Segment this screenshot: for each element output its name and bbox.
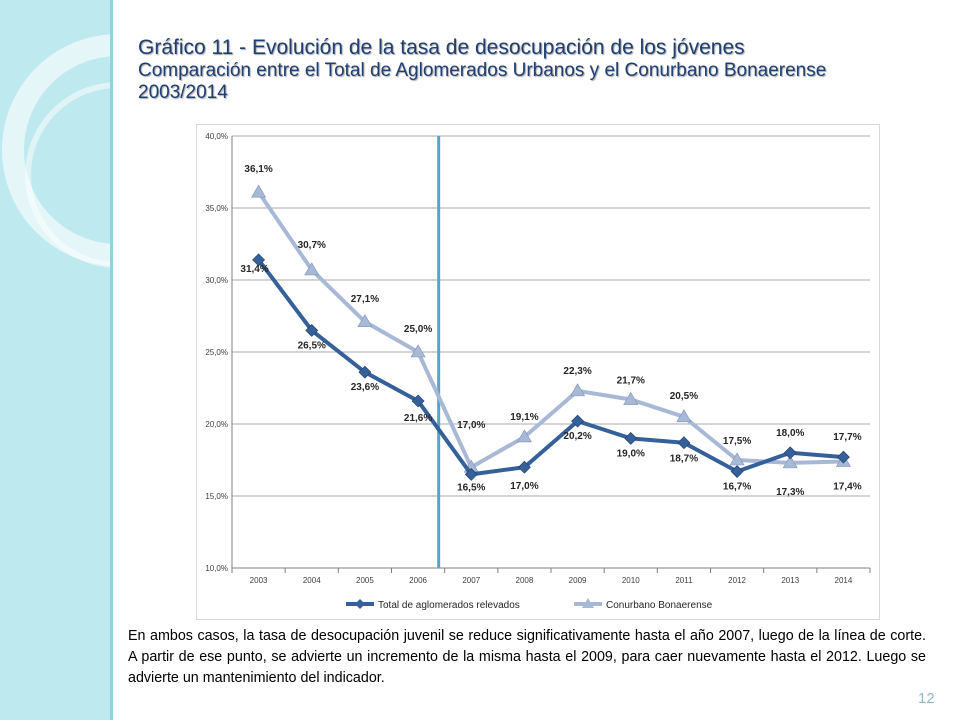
y-tick-label: 15,0% bbox=[205, 492, 228, 501]
data-label: 23,6% bbox=[351, 382, 379, 393]
data-label: 31,4% bbox=[240, 264, 268, 275]
data-label: 21,7% bbox=[617, 376, 645, 387]
decorative-side-band bbox=[0, 0, 234, 720]
data-label: 21,6% bbox=[404, 413, 432, 424]
data-label: 16,7% bbox=[723, 482, 751, 493]
data-point-total bbox=[358, 365, 372, 379]
data-point-conurbano bbox=[304, 262, 320, 276]
data-label: 17,5% bbox=[723, 436, 751, 447]
data-label: 20,2% bbox=[563, 431, 591, 442]
legend-marker-conurbano bbox=[582, 598, 594, 608]
data-point-total bbox=[252, 253, 266, 267]
data-point-conurbano bbox=[251, 184, 267, 198]
x-tick-label: 2005 bbox=[356, 576, 374, 585]
x-tick-label: 2004 bbox=[303, 576, 321, 585]
data-label: 19,1% bbox=[510, 412, 538, 423]
data-point-total bbox=[783, 446, 797, 460]
data-point-conurbano bbox=[676, 409, 692, 423]
data-point-total bbox=[305, 323, 319, 337]
data-label: 17,0% bbox=[510, 481, 538, 492]
data-label: 17,7% bbox=[833, 432, 861, 443]
data-point-total bbox=[411, 394, 425, 408]
description-text: En ambos casos, la tasa de desocupación … bbox=[128, 628, 926, 686]
decorative-circles bbox=[2, 34, 234, 268]
x-tick-label: 2009 bbox=[569, 576, 587, 585]
x-tick-label: 2008 bbox=[516, 576, 534, 585]
data-label: 30,7% bbox=[298, 240, 326, 251]
data-label: 36,1% bbox=[244, 164, 272, 175]
x-tick-label: 2014 bbox=[835, 576, 853, 585]
y-tick-label: 10,0% bbox=[205, 564, 228, 573]
data-label: 22,3% bbox=[563, 366, 591, 377]
x-tick-label: 2011 bbox=[675, 576, 693, 585]
data-label: 27,1% bbox=[351, 294, 379, 305]
legend-label-conurbano: Conurbano Bonaerense bbox=[606, 600, 713, 611]
data-point-conurbano bbox=[729, 452, 745, 466]
data-label: 17,0% bbox=[457, 420, 485, 431]
data-label: 26,5% bbox=[298, 340, 326, 351]
series-line-total bbox=[256, 258, 844, 477]
x-tick-label: 2013 bbox=[781, 576, 799, 585]
data-label: 18,7% bbox=[670, 454, 698, 465]
data-label: 18,0% bbox=[776, 428, 804, 439]
chart-subtitle: Comparación entre el Total de Aglomerado… bbox=[138, 60, 827, 81]
x-tick-label: 2010 bbox=[622, 576, 640, 585]
x-tick-label: 2007 bbox=[462, 576, 480, 585]
chart-frame bbox=[196, 124, 880, 620]
data-label: 19,0% bbox=[617, 448, 645, 459]
x-tick-label: 2006 bbox=[409, 576, 427, 585]
data-point-conurbano bbox=[570, 383, 586, 397]
chart-svg: 10,0% 15,0% 20,0% 25,0% 30,0% 35,0% 40,0% 2003 2… bbox=[196, 124, 880, 620]
y-tick-label: 35,0% bbox=[205, 204, 228, 213]
data-point-total bbox=[571, 414, 585, 428]
data-label: 25,0% bbox=[404, 324, 432, 335]
data-point-total bbox=[517, 460, 531, 474]
decorative-divider bbox=[110, 0, 113, 720]
data-point-total bbox=[464, 467, 478, 481]
page-number: 12 bbox=[918, 690, 935, 707]
data-label: 16,5% bbox=[457, 482, 485, 493]
line-chart: 10,0% 15,0% 20,0% 25,0% 30,0% 35,0% 40,0% 2003 2… bbox=[196, 124, 880, 620]
data-point-total bbox=[730, 465, 744, 478]
slide-header: Gráfico 11 - Evolución de la tasa de des… bbox=[138, 36, 948, 104]
legend-label-total: Total de aglomerados relevados bbox=[378, 600, 520, 611]
x-tick-label: 2003 bbox=[250, 576, 268, 585]
data-point-conurbano bbox=[410, 344, 426, 358]
series-line-conurbano bbox=[256, 191, 844, 470]
y-tick-label: 40,0% bbox=[205, 132, 228, 141]
y-tick-label: 20,0% bbox=[205, 420, 228, 429]
y-tick-label: 25,0% bbox=[205, 348, 228, 357]
data-point-total bbox=[624, 431, 638, 445]
data-label: 20,5% bbox=[670, 391, 698, 402]
y-tick-label: 30,0% bbox=[205, 276, 228, 285]
data-point-conurbano bbox=[516, 429, 532, 443]
data-point-conurbano bbox=[357, 314, 373, 328]
data-point-total bbox=[836, 450, 850, 464]
data-label: 17,3% bbox=[776, 487, 804, 498]
data-point-conurbano bbox=[782, 455, 798, 469]
chart-title: Gráfico 11 - Evolución de la tasa de des… bbox=[138, 36, 745, 59]
x-tick-label: 2012 bbox=[728, 576, 746, 585]
chart-period: 2003/2014 bbox=[138, 82, 228, 103]
legend-marker-total bbox=[355, 599, 365, 609]
data-label: 17,4% bbox=[833, 481, 861, 492]
data-point-conurbano bbox=[623, 391, 639, 405]
data-point-total bbox=[677, 436, 691, 450]
